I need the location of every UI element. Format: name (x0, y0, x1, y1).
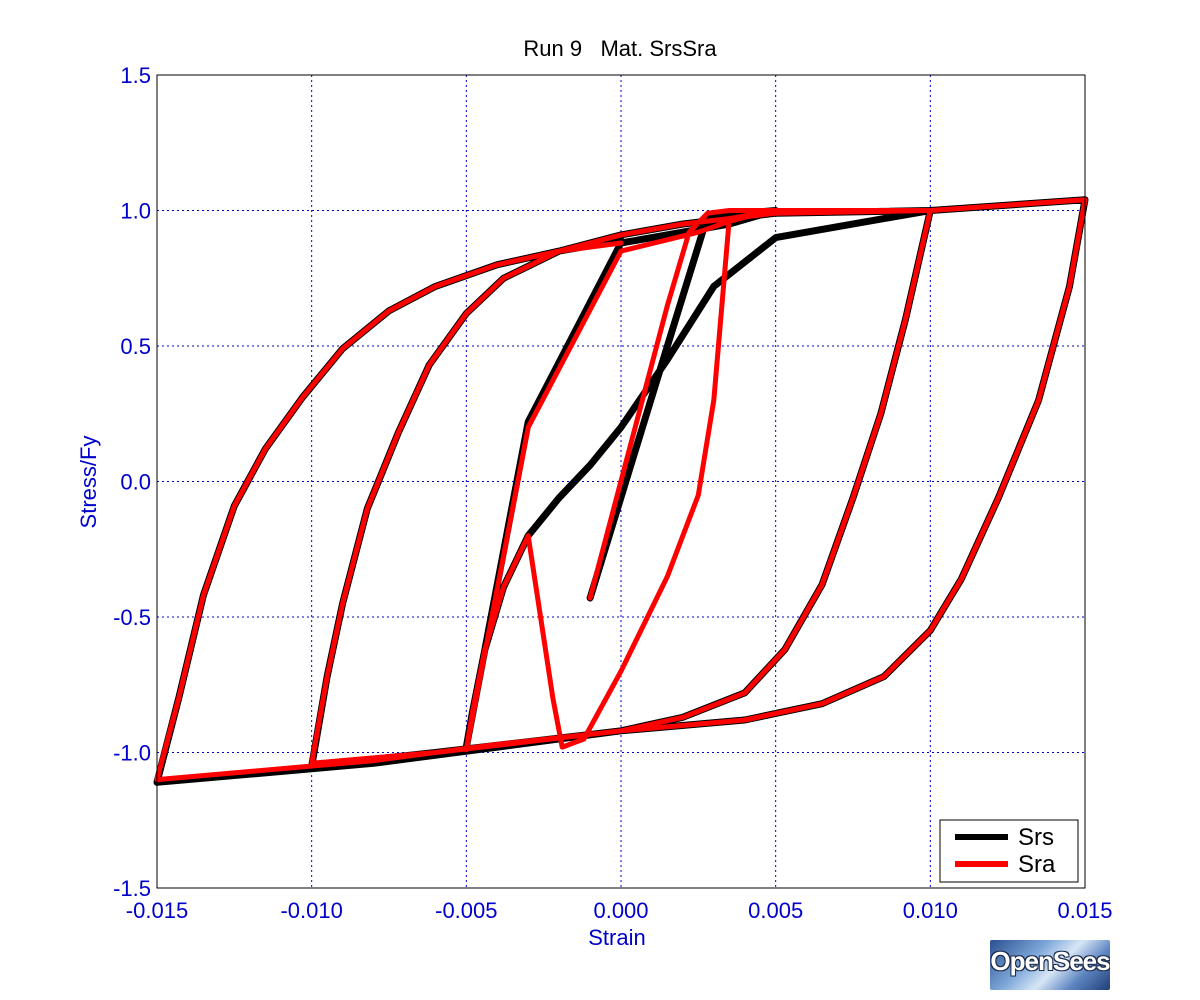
y-tick-label: -1.5 (113, 876, 151, 901)
y-tick-label: 1.0 (120, 199, 151, 224)
y-tick-label: -1.0 (113, 741, 151, 766)
x-tick-label: -0.010 (280, 898, 342, 923)
series-line-sra (154, 197, 1088, 783)
x-tick-label: 0.015 (1057, 898, 1112, 923)
y-tick-labels: -1.5 -1.0 -0.5 0.0 0.5 1.0 1.5 (113, 63, 151, 901)
plot-frame (156, 74, 1086, 889)
x-tick-label: 0.010 (903, 898, 958, 923)
y-axis-label: Stress/Fy (76, 436, 101, 529)
x-axis-label: Strain (588, 925, 645, 950)
x-tick-label: 0.000 (593, 898, 648, 923)
legend: Srs Sra (939, 819, 1079, 883)
y-tick-label: 0.5 (120, 334, 151, 359)
opensees-logo: OpenSees (990, 940, 1110, 990)
legend-label-sra: Sra (1018, 851, 1056, 878)
legend-box (939, 819, 1079, 883)
y-tick-label: 1.5 (120, 63, 151, 88)
x-tick-label: -0.005 (435, 898, 497, 923)
y-tick-label: 0.0 (120, 470, 151, 495)
logo-text: OpenSees (990, 946, 1110, 976)
y-tick-label: -0.5 (113, 605, 151, 630)
legend-label-srs: Srs (1018, 824, 1054, 851)
x-tick-labels: -0.015 -0.010 -0.005 0.000 0.005 0.010 0.015 (126, 898, 1113, 923)
x-tick-label: 0.005 (748, 898, 803, 923)
series-layer (153, 196, 1089, 786)
chart-title: Run 9 Mat. SrsSra (523, 36, 717, 61)
x-tick-label: -0.015 (126, 898, 188, 923)
